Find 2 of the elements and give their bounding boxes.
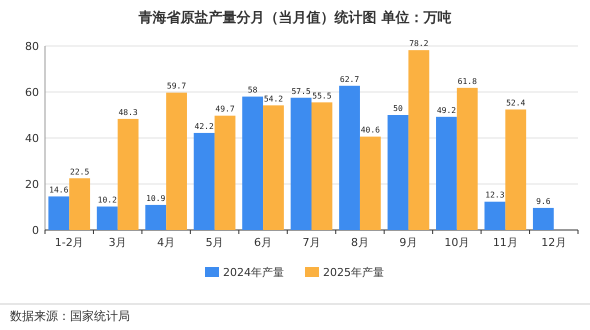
title: 青海省原盐产量分月（当月值）统计图 单位：万吨 (138, 10, 452, 26)
annotation: 数据来源：国家统计局 (10, 309, 130, 323)
